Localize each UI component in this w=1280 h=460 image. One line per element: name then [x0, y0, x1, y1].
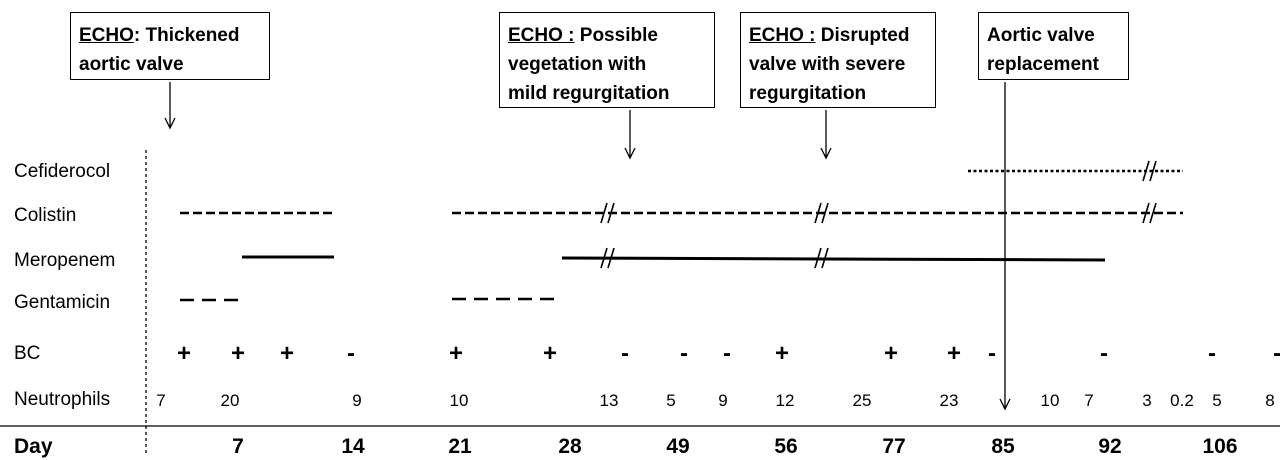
- row-label-bc: BC: [14, 343, 41, 364]
- meropenem-bar-2: [561, 256, 1106, 262]
- echo-box-vegetation: ECHO : Possible vegetation with mild reg…: [499, 12, 715, 108]
- day-value: 21: [448, 435, 472, 458]
- bc-value: -: [1273, 342, 1280, 366]
- echo-label: ECHO :: [749, 25, 816, 46]
- day-value: 28: [558, 435, 582, 458]
- bc-value: +: [946, 340, 962, 367]
- echo-arrow-3: [820, 110, 832, 160]
- neutrophil-value: 25: [852, 391, 872, 410]
- neutrophil-value: 7: [1084, 391, 1094, 410]
- neutrophil-value: 8: [1265, 391, 1275, 410]
- day-value: 14: [341, 435, 365, 458]
- bc-value: +: [279, 340, 295, 367]
- day-value: 49: [666, 435, 690, 458]
- bc-value: +: [448, 340, 464, 367]
- neutrophil-value: 0.2: [1170, 391, 1194, 410]
- bc-value: -: [1208, 340, 1216, 367]
- echo-label: ECHO: [79, 25, 134, 46]
- bc-value: -: [347, 340, 355, 367]
- aortic-valve-replacement-box: Aortic valve replacement: [978, 12, 1129, 80]
- bc-value: +: [774, 340, 790, 367]
- bc-value: -: [621, 340, 629, 367]
- day-value: 85: [991, 435, 1015, 458]
- day-value: 106: [1202, 435, 1238, 458]
- echo-arrow-1: [164, 82, 176, 130]
- row-label-neutrophils: Neutrophils: [14, 389, 111, 410]
- neutrophil-value: 10: [1040, 391, 1060, 410]
- neutrophil-value: 20: [220, 391, 240, 410]
- bc-value: -: [723, 340, 731, 367]
- row-label-day: Day: [14, 435, 53, 458]
- bc-value: -: [988, 340, 996, 367]
- day-value: 56: [774, 435, 798, 458]
- day-value: 77: [882, 435, 906, 458]
- row-label-colistin: Colistin: [14, 205, 77, 226]
- echo-arrow-2: [624, 110, 636, 160]
- row-label-gentamicin: Gentamicin: [14, 292, 111, 313]
- bc-value: +: [883, 340, 899, 367]
- neutrophil-value: 7: [156, 391, 166, 410]
- neutrophil-value: 5: [666, 391, 676, 410]
- echo-label: ECHO :: [508, 25, 575, 46]
- bc-value: -: [1100, 340, 1108, 367]
- neutrophil-value: 12: [775, 391, 795, 410]
- bc-value: +: [230, 340, 246, 367]
- neutrophil-value: 13: [599, 391, 619, 410]
- bc-value: +: [176, 340, 192, 367]
- echo-box-thickened: ECHO: Thickened aortic valve: [70, 12, 270, 80]
- row-label-cefiderocol: Cefiderocol: [14, 161, 111, 182]
- neutrophil-value: 23: [939, 391, 959, 410]
- echo-box-disrupted: ECHO : Disrupted valve with severe regur…: [740, 12, 936, 108]
- neutrophil-value: 5: [1212, 391, 1222, 410]
- day-value: 7: [232, 435, 244, 458]
- neutrophil-value: 10: [449, 391, 469, 410]
- bc-value: +: [542, 340, 558, 367]
- surgery-arrow: [999, 82, 1011, 411]
- neutrophil-value: 9: [718, 391, 728, 410]
- neutrophil-value: 3: [1142, 391, 1152, 410]
- day-value: 92: [1098, 435, 1122, 458]
- bc-value: -: [680, 340, 688, 367]
- row-label-meropenem: Meropenem: [14, 250, 116, 271]
- break-marks: [600, 160, 1157, 269]
- neutrophil-value: 9: [352, 391, 362, 410]
